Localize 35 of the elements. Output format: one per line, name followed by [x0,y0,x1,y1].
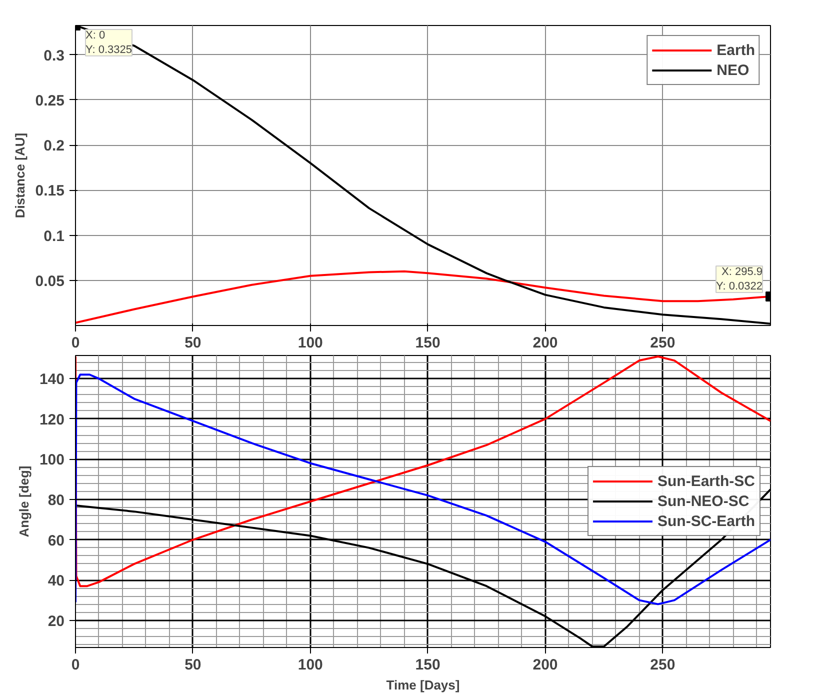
y-tick-label: 0.25 [35,92,65,110]
x-tick-label: 100 [298,656,323,674]
y-tick-label: 0.05 [35,272,65,290]
y-tick-label: 40 [48,572,65,590]
x-tick-label: 50 [184,656,202,674]
x-axis-title: Time [Days] [386,678,460,692]
x-tick-label: 150 [415,656,440,674]
y-tick-label: 60 [48,532,65,550]
legend-label: Sun-NEO-SC [658,492,750,510]
y-tick-label: 120 [39,411,65,428]
y-tick-label: 0.15 [35,182,65,200]
y-tick-label: 20 [48,612,65,630]
y-tick-label: 100 [39,452,65,469]
x-tick-label: 50 [184,334,202,352]
x-tick-label: 200 [532,334,558,352]
x-tick-label: 150 [415,334,440,352]
legend-label: NEO [716,62,750,78]
legend-label: Earth [716,42,755,58]
x-tick-label: 0 [71,656,80,674]
x-tick-label: 200 [532,656,558,674]
y-axis-title: Angle [deg] [16,466,32,538]
x-tick-label: 100 [298,334,323,352]
legend-label: Sun-Earth-SC [658,472,755,490]
annotation: X: 0 Y: 0.3325 [86,30,132,56]
x-tick-label: 0 [71,334,80,352]
y-tick-label: 0.3 [44,47,65,64]
y-tick-label: 0.2 [44,138,65,155]
y-tick-label: 0.1 [44,228,65,245]
x-tick-label: 250 [650,656,676,674]
y-axis-title: Distance [AU] [12,132,28,218]
x-tick-label: 250 [650,334,676,352]
y-tick-label: 80 [48,492,65,509]
annotation: X: 295.9 Y: 0.0322 [716,266,763,292]
y-tick-label: 140 [39,371,65,388]
legend-label: Sun-SC-Earth [658,512,755,530]
